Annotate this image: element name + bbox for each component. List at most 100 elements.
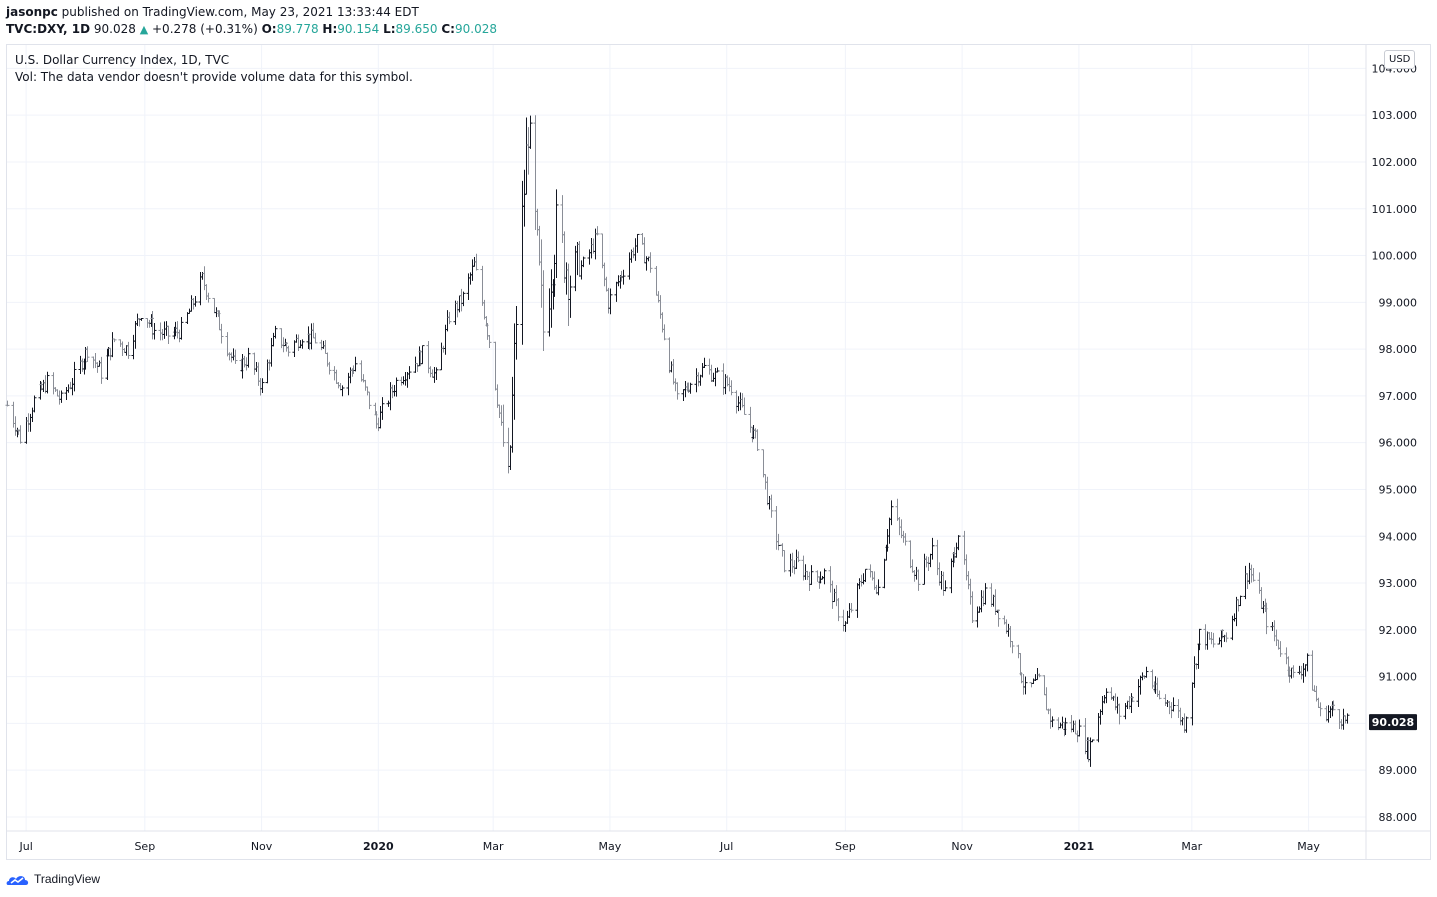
ohlc-bar	[688, 382, 693, 394]
ohlc-bar	[1243, 565, 1248, 600]
ohlc-bar	[1171, 697, 1176, 712]
ohlc-bar	[501, 404, 506, 447]
ohlc-bar	[93, 352, 98, 369]
ohlc-bar	[721, 363, 726, 395]
y-tick-label: 95.000	[1379, 483, 1418, 496]
ohlc-bar	[573, 245, 578, 292]
last-price: 90.028	[93, 22, 136, 36]
ohlc-bar	[975, 606, 980, 628]
ohlc-bar	[996, 609, 1001, 627]
ohlc-bar	[926, 556, 931, 571]
ohlc-bar	[1050, 716, 1055, 728]
ohlc-bar	[794, 549, 799, 569]
x-tick-label: Nov	[251, 840, 273, 853]
ohlc-bar	[560, 195, 565, 243]
ohlc-bar	[1339, 719, 1344, 730]
x-tick-label: Jul	[19, 840, 33, 853]
ohlc-bar	[59, 390, 64, 403]
ohlc-bar	[108, 347, 113, 361]
ohlc-bar	[415, 363, 420, 372]
ohlc-bar	[118, 339, 123, 347]
ohlc-bar	[1345, 713, 1350, 724]
ohlc-bar	[1234, 596, 1239, 627]
ohlc-bar	[635, 233, 640, 253]
ohlc-bar	[327, 361, 332, 375]
ohlc-bar	[809, 565, 814, 585]
y-tick-label: 89.000	[1379, 764, 1418, 777]
ohlc-bar	[1326, 705, 1331, 723]
ohlc-line: TVC:DXY, 1D 90.028 ▲ +0.278 (+0.31%) O:8…	[6, 21, 497, 38]
low-value: 89.650	[395, 22, 438, 36]
ohlc-bar	[1341, 708, 1346, 730]
ohlc-bar	[1077, 719, 1082, 737]
ohlc-bar	[1232, 613, 1237, 622]
ohlc-bar	[267, 359, 272, 371]
ohlc-bar	[581, 256, 586, 268]
ohlc-bar	[175, 321, 180, 339]
ohlc-bar	[28, 413, 33, 432]
ohlc-bar	[1264, 602, 1269, 635]
ohlc-bar	[1192, 656, 1197, 688]
ohlc-bar	[832, 588, 837, 603]
ohlc-bar	[970, 591, 975, 623]
ohlc-bar	[803, 564, 808, 580]
ohlc-bar	[566, 263, 571, 326]
ohlc-bar	[769, 494, 774, 518]
ohlc-bar	[541, 270, 546, 351]
ohlc-bar	[520, 180, 525, 345]
x-tick-label: 2020	[363, 840, 394, 853]
ohlc-bar	[1184, 716, 1189, 733]
ohlc-bar	[447, 311, 452, 325]
ohlc-bar	[455, 300, 460, 318]
tradingview-logo[interactable]: TradingView	[6, 870, 100, 888]
ohlc-bar	[508, 445, 513, 470]
currency-button[interactable]: USD	[1384, 50, 1416, 69]
ohlc-bar	[943, 580, 948, 592]
ohlc-bar	[227, 352, 232, 361]
ohlc-bar	[378, 405, 383, 429]
ohlc-bar	[524, 117, 529, 195]
y-tick-label: 96.000	[1379, 437, 1418, 450]
ohlc-bar	[260, 378, 265, 394]
ohlc-bar	[882, 558, 887, 589]
ohlc-bar	[286, 345, 291, 357]
ohlc-bar	[662, 324, 667, 341]
ohlc-bar	[939, 570, 944, 590]
ohlc-bar	[152, 322, 157, 340]
ohlc-bar	[621, 269, 626, 285]
ohlc-bar	[671, 359, 676, 385]
ohlc-bar	[158, 322, 163, 341]
ohlc-bar	[217, 310, 222, 331]
ohlc-bar	[346, 372, 351, 396]
x-tick-label: Sep	[134, 840, 155, 853]
ohlc-bar	[977, 606, 982, 613]
ohlc-bar	[753, 428, 758, 439]
ohlc-bar	[600, 233, 605, 269]
ohlc-bar	[461, 291, 466, 307]
open-value: 89.778	[276, 22, 319, 36]
ohlc-bar	[849, 602, 854, 613]
ohlc-bar	[212, 297, 217, 314]
publish-line: jasonpc published on TradingView.com, Ma…	[6, 4, 419, 20]
ohlc-bar	[514, 306, 519, 360]
ohlc-bar	[1247, 562, 1252, 585]
ohlc-bar	[683, 381, 688, 398]
author-name[interactable]: jasonpc	[6, 5, 58, 19]
ohlc-bar	[99, 356, 104, 384]
ohlc-bar	[1299, 665, 1304, 680]
ohlc-bar	[1318, 702, 1323, 717]
ohlc-bar	[642, 237, 647, 264]
ohlc-bar	[51, 372, 56, 395]
ohlc-bar	[1044, 687, 1049, 711]
ohlc-bar	[1021, 674, 1026, 695]
ohlc-bar	[91, 356, 96, 369]
ohlc-bar	[376, 417, 381, 432]
ohlc-bar	[298, 340, 303, 349]
ohlc-bar	[26, 413, 31, 432]
ohlc-bar	[822, 568, 827, 585]
ohlc-bar	[189, 295, 194, 312]
ohlc-bar	[910, 559, 915, 573]
ohlc-bar	[325, 352, 330, 367]
ohlc-bar	[394, 377, 399, 397]
